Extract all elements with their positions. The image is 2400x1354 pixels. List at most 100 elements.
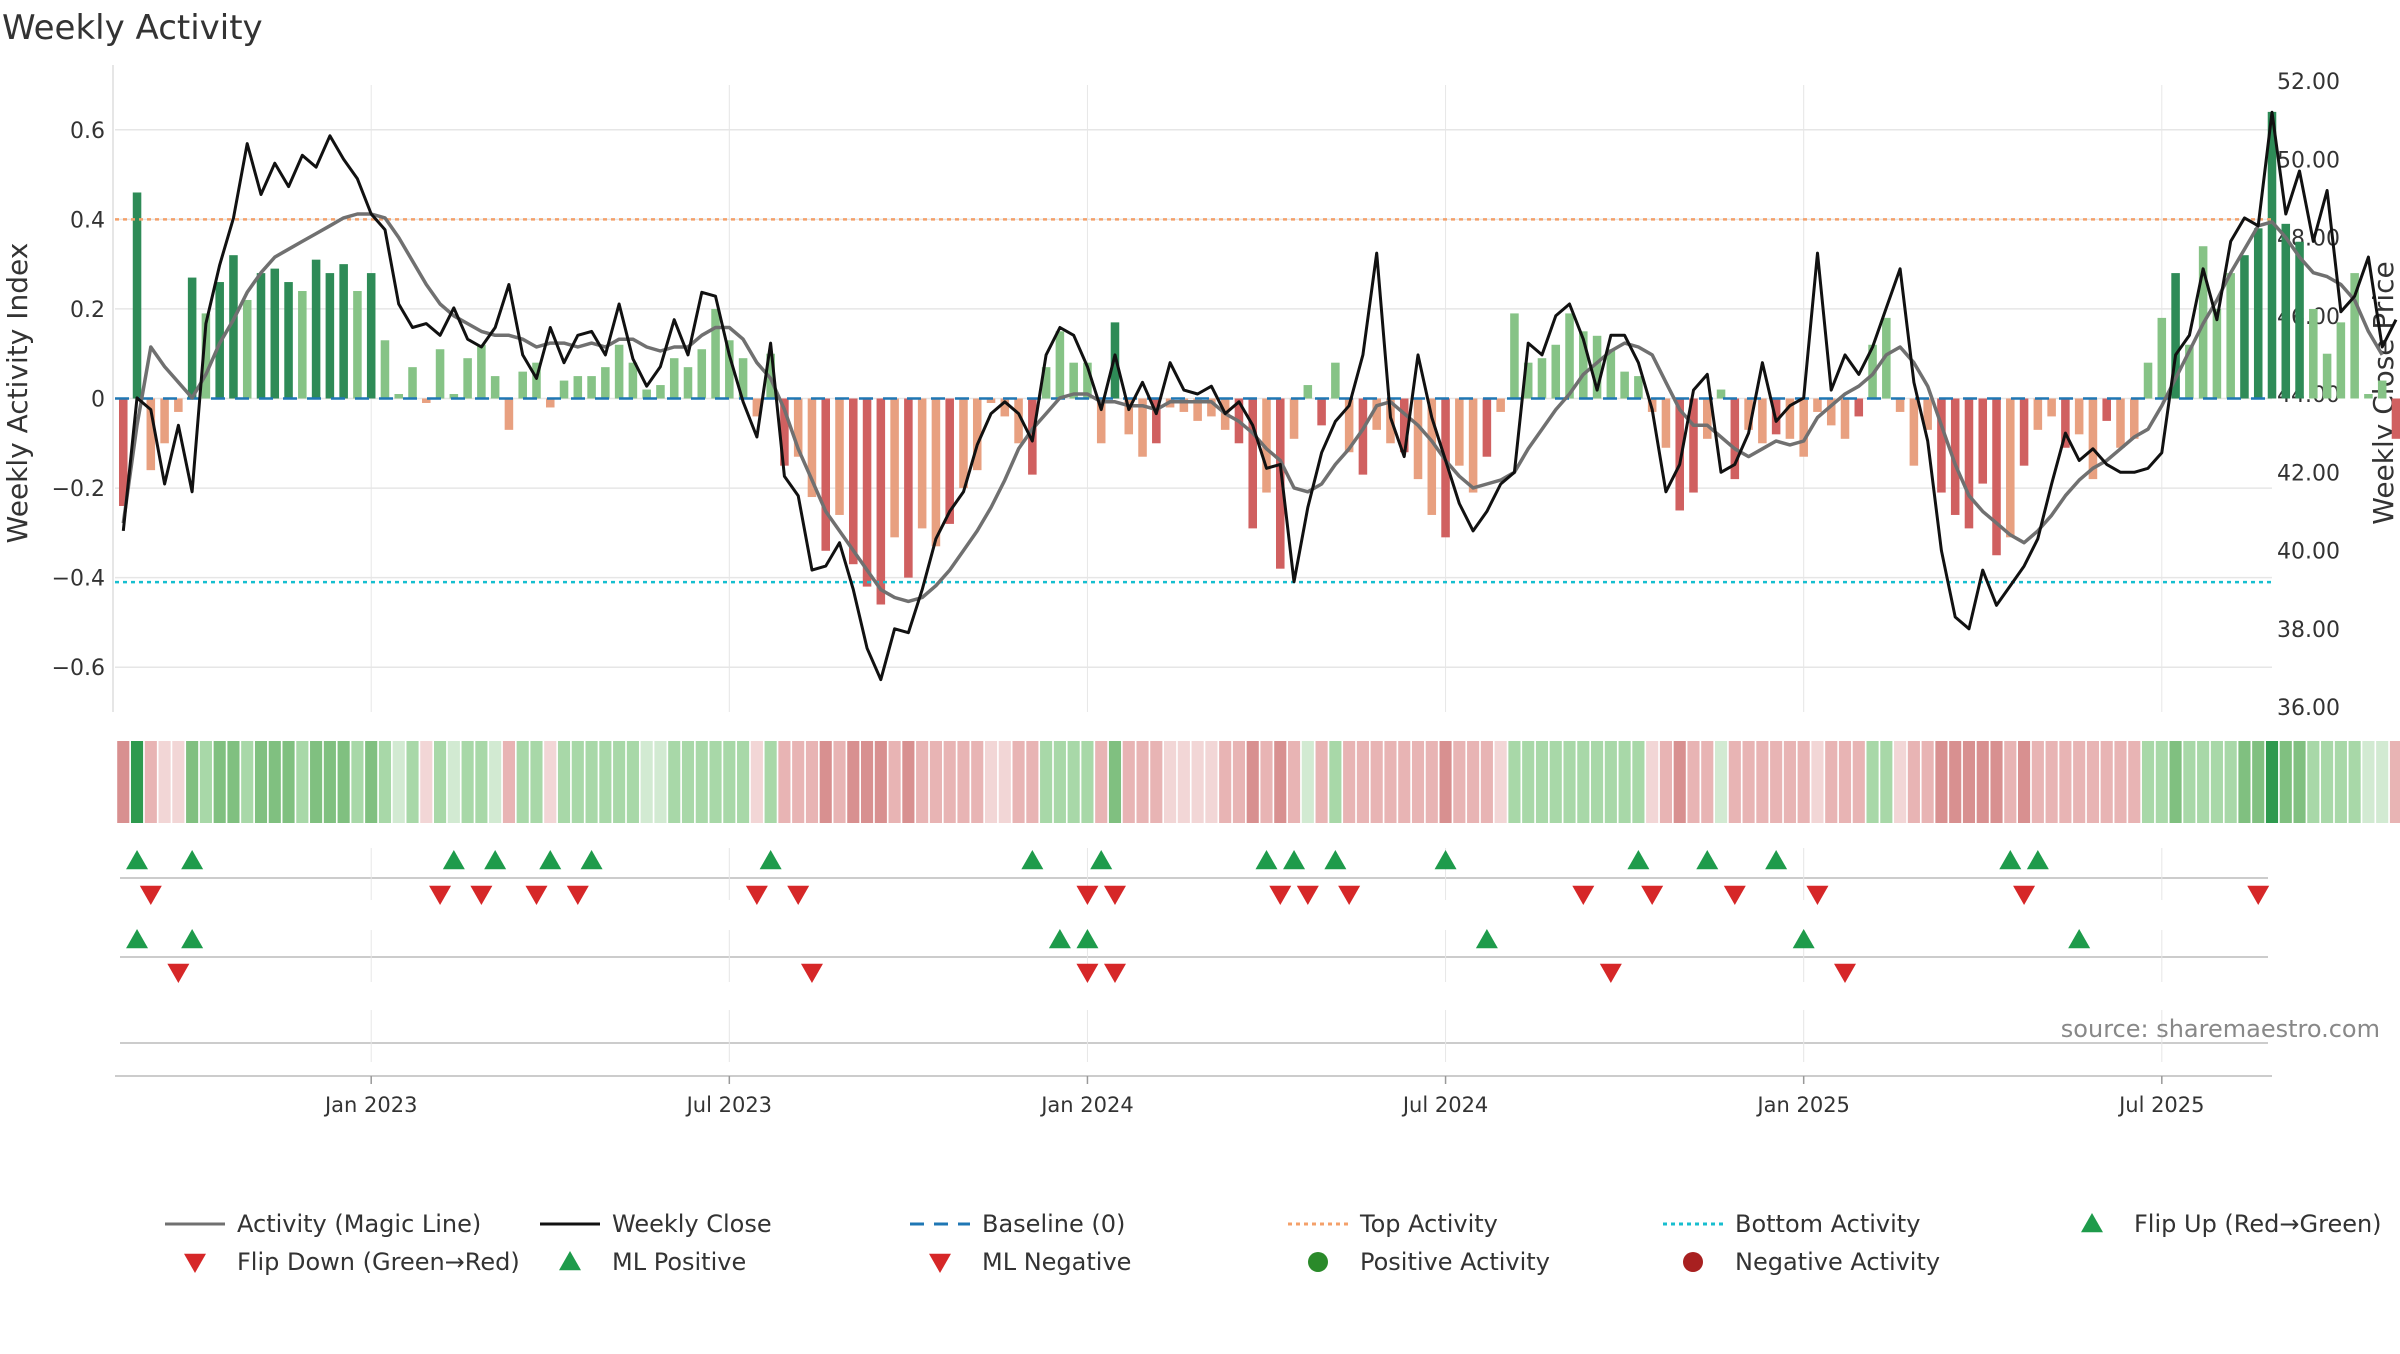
heat-cell	[1866, 741, 1879, 823]
heat-cell	[2114, 741, 2127, 823]
activity-bar	[477, 344, 486, 399]
heat-cell	[654, 741, 667, 823]
heat-cell	[1343, 741, 1356, 823]
heat-cell	[1411, 741, 1425, 823]
flip-down-marker	[1641, 885, 1664, 905]
flip-up-marker	[580, 850, 603, 870]
activity-bar	[2157, 317, 2167, 399]
heat-cell	[764, 741, 777, 823]
heat-cell	[1742, 741, 1755, 823]
activity-bar	[1675, 398, 1684, 511]
heat-cell	[199, 741, 212, 823]
activity-bar	[1262, 398, 1271, 493]
heat-cell	[323, 741, 336, 823]
activity-bar	[1964, 398, 1974, 529]
heat-cell	[1687, 741, 1700, 823]
activity-bar	[2006, 398, 2015, 538]
heat-cell	[1108, 741, 1122, 823]
heat-cell	[1604, 741, 1617, 823]
activity-bar	[353, 291, 362, 399]
activity-bar	[1537, 358, 1547, 399]
activity-bar	[1579, 331, 1588, 399]
heat-cell	[833, 741, 846, 823]
heat-cell	[695, 741, 708, 823]
flip-down-marker	[1806, 885, 1829, 905]
heat-cell	[571, 741, 584, 823]
activity-bar	[518, 371, 527, 399]
heat-cell	[1191, 741, 1204, 823]
chart-title: Weekly Activity	[2, 8, 263, 48]
flip-up-marker	[759, 850, 782, 870]
heat-cell	[2169, 741, 2182, 823]
activity-bar	[2116, 398, 2125, 448]
y-tick-label: 0.6	[70, 119, 105, 144]
activity-bar	[1055, 331, 1065, 399]
activity-bar	[1523, 362, 1533, 399]
heat-cell	[420, 741, 433, 823]
heat-cell	[461, 741, 474, 823]
legend-label: Weekly Close	[612, 1210, 772, 1238]
activity-bar	[904, 398, 913, 578]
activity-bar	[1565, 313, 1574, 399]
heat-cell	[2279, 741, 2292, 823]
flip-up-marker	[1021, 850, 1044, 870]
heat-cell	[998, 741, 1011, 823]
activity-bar	[1372, 398, 1381, 430]
heat-cell	[1205, 741, 1218, 823]
heat-cell	[1260, 741, 1273, 823]
activity-bar	[270, 268, 280, 399]
activity-bar	[1193, 398, 1202, 421]
legend-item: Baseline (0)	[910, 1210, 1125, 1238]
y2-tick-label: 40.00	[2277, 540, 2340, 565]
activity-bar	[642, 389, 651, 399]
heat-cell	[1949, 741, 1962, 823]
heat-cell	[1439, 741, 1452, 823]
heat-cell	[1976, 741, 1989, 823]
heat-cell	[158, 741, 171, 823]
heat-cell	[1618, 741, 1631, 823]
flip-up-marker	[442, 850, 465, 870]
flip-down-marker	[139, 885, 162, 905]
flip-down-marker	[1103, 885, 1126, 905]
heat-cell	[544, 741, 557, 823]
heat-cell	[1494, 741, 1507, 823]
heat-cell	[1453, 741, 1466, 823]
activity-bar	[366, 273, 376, 399]
flip-down-marker	[2247, 885, 2270, 905]
heat-cell	[2073, 741, 2086, 823]
activity-bar	[1592, 335, 1602, 399]
heat-cell	[1040, 741, 1053, 823]
activity-bar	[174, 398, 183, 412]
legend-item: Weekly Close	[540, 1210, 772, 1238]
heat-cell	[296, 741, 309, 823]
heat-cell	[1880, 741, 1893, 823]
heat-cell	[406, 741, 419, 823]
x-tick-label: Jul 2025	[2117, 1093, 2204, 1117]
activity-bar	[1950, 398, 1960, 515]
x-tick-label: Jan 2025	[1755, 1093, 1850, 1117]
activity-bar	[1468, 398, 1478, 493]
activity-bar	[1358, 398, 1368, 475]
y-tick-label: −0.4	[52, 567, 105, 592]
flip-up-marker	[126, 850, 149, 870]
activity-bar	[1441, 398, 1450, 538]
legend-item: Positive Activity	[1308, 1248, 1550, 1276]
heat-cell	[929, 741, 942, 823]
heat-cell	[819, 741, 832, 823]
activity-bar	[2377, 380, 2387, 399]
flip-down-marker	[429, 885, 452, 905]
legend-item: Flip Up (Red→Green)	[2081, 1210, 2382, 1238]
ml-negative-marker	[1834, 963, 1857, 983]
activity-bar	[1152, 398, 1161, 444]
heat-cell	[1301, 741, 1314, 823]
flip-down-marker	[1076, 885, 1099, 905]
flip-up-marker	[484, 850, 507, 870]
heat-cell	[351, 741, 364, 823]
activity-bar	[1124, 398, 1134, 435]
heat-cell	[916, 741, 929, 823]
activity-bar	[807, 398, 817, 498]
activity-bar	[752, 398, 762, 417]
activity-bar	[2019, 398, 2029, 466]
activity-bar	[1413, 398, 1423, 480]
